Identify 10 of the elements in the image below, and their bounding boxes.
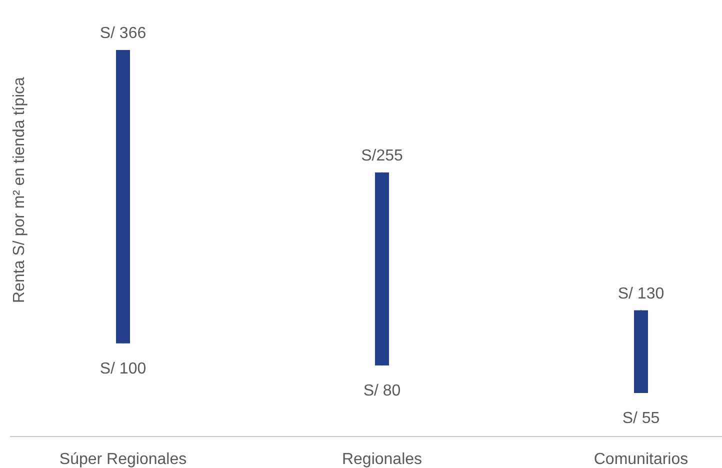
annotation: S/255: [361, 147, 404, 164]
x-tick-label: Súper Regionales: [59, 451, 187, 468]
annotation: S/ 366: [100, 25, 146, 42]
annotation: S/ 55: [622, 410, 660, 427]
y-axis-title: Renta S/ por m² en tienda típica: [11, 76, 28, 303]
annotation: S/ 100: [100, 360, 146, 378]
annotation: S/ 130: [618, 285, 664, 302]
annotation: S/ 80: [363, 382, 401, 400]
x-tick-label: Comunitarios: [594, 451, 688, 468]
x-tick-label: Regionales: [342, 451, 422, 468]
